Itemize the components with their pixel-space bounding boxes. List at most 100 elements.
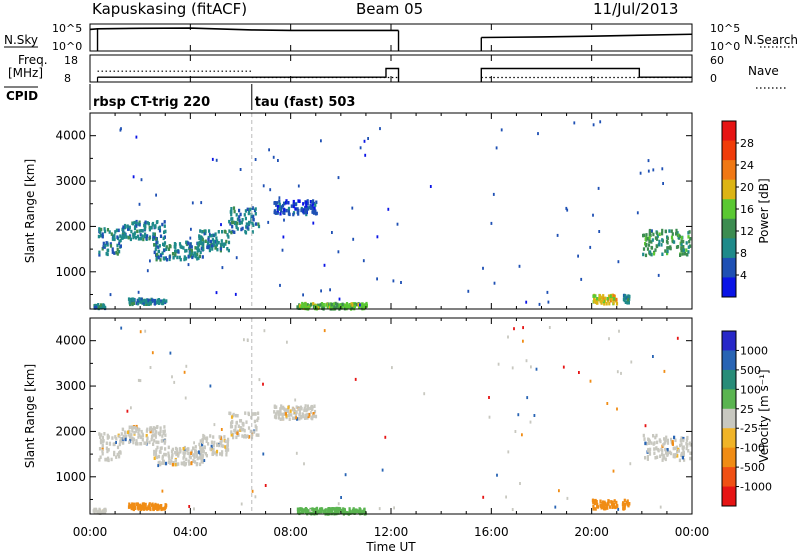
velocity-cell-4-38 [250, 433, 253, 438]
power-cell-4-68 [228, 219, 231, 224]
velocity-ytick-label-3: 4000 [55, 334, 86, 348]
velocity-cell-8-167 [337, 511, 340, 515]
power-scatter-100 [367, 137, 369, 140]
velocity-cell-2-79 [176, 447, 179, 452]
power-scatter-18 [617, 260, 620, 264]
power-cell-11-82 [652, 232, 655, 237]
power-cell-1-62 [123, 232, 126, 237]
power-cell-2-117 [197, 241, 200, 246]
velocity-scatter-35 [533, 414, 536, 417]
power-cell-11-36 [643, 233, 646, 238]
velocity-scatter-84 [482, 495, 485, 499]
velocity-scatter-9 [303, 462, 305, 466]
power-cell-3-14 [224, 242, 227, 246]
velocity-cell-1-66 [122, 434, 125, 439]
velocity-cell-11-113 [664, 447, 667, 452]
velocity-cell-3-12 [211, 449, 214, 454]
power-scatter-25 [267, 220, 270, 224]
velocity-cell-8-96 [340, 510, 344, 514]
power-cell-9-19 [608, 301, 611, 306]
velocity-scatter-80 [240, 502, 243, 506]
velocity-cell-5-1 [298, 417, 301, 421]
velocity-ylabel: Slant Range [km] [23, 364, 37, 468]
velocity-scatter-11 [151, 351, 154, 355]
power-cell-1-101 [144, 227, 147, 231]
velocity-cell-4-21 [257, 416, 260, 420]
velocity-cell-9-55 [596, 504, 599, 509]
velocity-cell-2-21 [153, 449, 156, 454]
power-cell-1-43 [164, 229, 167, 234]
velocity-cell-5-27 [277, 416, 281, 420]
velocity-cell-3-59 [218, 435, 221, 439]
velocity-cell-2-110 [179, 448, 182, 453]
velocity-cell-9-57 [600, 506, 603, 510]
power-cell-4-36 [233, 209, 236, 214]
velocity-cell-11-68 [682, 438, 685, 443]
power-cell-9-32 [612, 301, 615, 305]
velocity-cell-7-20 [97, 509, 100, 514]
velocity-cell-3-58 [212, 443, 215, 448]
power-scatter-27 [155, 193, 157, 197]
velocity-scatter-113 [209, 384, 212, 388]
power-cell-11-103 [658, 239, 661, 244]
velocity-cell-1-92 [139, 442, 142, 446]
power-cell-2-113 [155, 252, 158, 257]
power-cell-5-40 [315, 200, 318, 204]
velocity-cell-11-93 [682, 453, 685, 457]
power-scatter-93 [597, 186, 600, 190]
power-cell-8-149 [351, 303, 354, 307]
velocity-cell-4-57 [242, 427, 245, 432]
velocity-cell-8-151 [339, 507, 342, 511]
power-swatch-0 [722, 121, 736, 142]
velocity-scatter-107 [644, 424, 647, 428]
power-cell-11-35 [682, 239, 685, 244]
velocity-scatter-44 [620, 371, 622, 375]
velocity-cell-11-102 [660, 447, 663, 452]
velocity-cell-9-59 [601, 502, 604, 506]
velocity-cell-3-25 [227, 448, 230, 452]
velocity-cell-11-110 [663, 437, 666, 441]
power-scatter-44 [220, 223, 222, 227]
velocity-swatch-0 [722, 331, 736, 351]
velocity-cell-2-68 [163, 452, 166, 457]
velocity-cell-11-34 [646, 455, 649, 459]
power-cell-5-18 [314, 209, 317, 213]
power-cell-11-109 [657, 243, 660, 247]
velocity-cell-1-56 [120, 439, 123, 443]
power-cell-8-153 [336, 302, 339, 307]
power-cell-2-87 [175, 249, 178, 254]
velocity-cell-9-56 [606, 506, 609, 510]
velocity-cell-8-70 [312, 507, 315, 512]
power-cell-10-1 [625, 296, 628, 300]
velocity-cell-6-82 [144, 505, 147, 509]
power-cell-2-81 [198, 254, 201, 259]
velocity-cell-8-128 [356, 509, 359, 513]
power-scatter-111 [146, 269, 149, 273]
velocity-cell-11-101 [671, 440, 674, 444]
power-cell-11-53 [661, 231, 664, 236]
velocity-cell-6-24 [145, 507, 149, 511]
power-cell-1-15 [137, 237, 140, 241]
power-cell-11-27 [676, 231, 679, 235]
velocity-cell-3-17 [204, 436, 207, 441]
power-scatter-63 [493, 281, 496, 285]
velocity-cell-11-33 [652, 434, 655, 438]
power-cell-1-19 [139, 233, 142, 237]
power-cell-8-164 [346, 304, 349, 308]
velocity-cell-1-36 [138, 428, 141, 432]
power-scatter-43 [490, 221, 493, 225]
power-cell-2-110 [202, 240, 205, 244]
velocity-cell-1-82 [128, 425, 131, 429]
velocity-cell-8-163 [328, 508, 331, 513]
power-cell-0-41 [113, 233, 116, 238]
velocity-scatter-24 [286, 340, 288, 344]
velocity-scatter-86 [529, 420, 532, 424]
power-cell-3-5 [217, 241, 220, 245]
velocity-scatter-49 [554, 505, 557, 509]
velocity-cell-8-161 [353, 511, 356, 515]
velocity-cell-11-89 [676, 454, 679, 458]
power-cell-5-55 [278, 202, 281, 207]
power-cell-7-20 [97, 303, 100, 307]
velocity-cell-5-92 [305, 408, 308, 413]
velocity-cell-3-64 [205, 439, 208, 443]
